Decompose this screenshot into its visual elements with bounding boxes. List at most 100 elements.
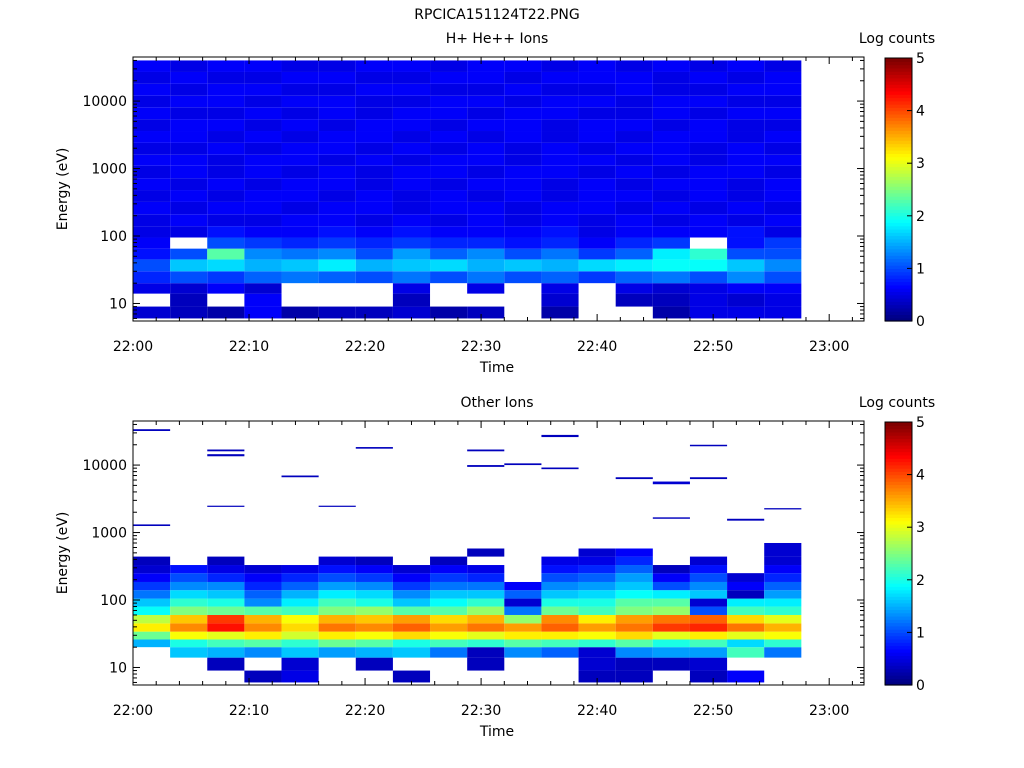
colorbar-segment [885, 133, 912, 138]
heatmap-cell [541, 623, 579, 632]
heatmap-cell [727, 590, 765, 599]
heatmap-cell [467, 598, 505, 607]
colorbar-segment [885, 150, 912, 154]
heatmap-cell [652, 647, 690, 658]
colorbar-segment [885, 166, 912, 171]
colorbar-segment [885, 546, 912, 551]
heatmap-cell [578, 107, 616, 120]
colorbar-segment [885, 576, 912, 581]
heatmap-cell [170, 131, 208, 143]
heatmap-cell [207, 449, 245, 452]
heatmap-cell [281, 306, 319, 319]
heatmap-cell [764, 565, 802, 574]
heatmap-cell [652, 154, 690, 166]
heatmap-cell [318, 590, 356, 599]
heatmap-cell [355, 639, 393, 648]
colorbar-segment [885, 668, 912, 673]
heatmap-cell [615, 283, 653, 294]
heatmap-cell [615, 214, 653, 227]
x-tick-label: 22:50 [693, 339, 733, 355]
colorbar-segment [885, 553, 912, 558]
colorbar-segment [885, 202, 912, 207]
heatmap-cell [430, 131, 468, 143]
heatmap-cell [430, 623, 468, 632]
heatmap-cell [207, 573, 245, 582]
heatmap-cell [170, 283, 208, 294]
heatmap-cell [578, 590, 616, 599]
heatmap-cell [392, 83, 431, 96]
heatmap-cell [281, 581, 319, 591]
heatmap-cell [207, 598, 245, 607]
heatmap-cell [578, 83, 616, 96]
heatmap-cell [207, 83, 245, 96]
heatmap-cell [430, 631, 468, 640]
colorbar-segment [885, 487, 912, 492]
colorbar-segment [885, 619, 912, 624]
heatmap-cell [207, 201, 245, 215]
heatmap-cell [689, 214, 728, 227]
colorbar-segment [885, 530, 912, 535]
heatmap-cell [467, 83, 505, 96]
heatmap-cell [392, 71, 431, 84]
heatmap-cell [133, 237, 171, 249]
heatmap-cell [244, 178, 282, 191]
heatmap-cell [615, 237, 653, 249]
heatmap-cell [615, 657, 653, 671]
heatmap-cell [727, 606, 765, 615]
heatmap-cell [281, 154, 319, 166]
heatmap-cell [133, 165, 171, 179]
heatmap-cell [467, 623, 505, 632]
heatmap-cell [764, 214, 802, 227]
heatmap-cell [355, 107, 393, 120]
heatmap-cell [652, 214, 690, 227]
heatmap-cell [578, 606, 616, 615]
colorbar-segment [885, 497, 912, 502]
heatmap-cell [430, 214, 468, 227]
heatmap-cell [133, 581, 171, 591]
colorbar-segment [885, 491, 912, 495]
heatmap-cell [689, 271, 728, 284]
heatmap-cell [244, 83, 282, 96]
heatmap-cell [244, 95, 282, 108]
colorbar-segment [885, 176, 912, 181]
heatmap-cell [430, 259, 468, 272]
heatmap-cell [652, 248, 690, 260]
heatmap-cell [578, 631, 616, 640]
heatmap-cell [392, 623, 431, 632]
colorbar-segment [885, 596, 912, 601]
heatmap-cell [764, 647, 802, 658]
heatmap-cell [318, 306, 356, 319]
colorbar-segment [885, 58, 912, 62]
heatmap-cell [727, 614, 765, 624]
heatmap-cell [207, 226, 245, 238]
colorbar-segment [885, 288, 912, 293]
heatmap-cell [504, 463, 542, 466]
colorbar: 0 1 2 3 4 5 [884, 51, 925, 330]
heatmap-cell [170, 165, 208, 179]
heatmap-cell [392, 271, 431, 284]
colorbar-segment [885, 441, 912, 446]
heatmap-cell [689, 131, 728, 143]
heatmap-cell [281, 606, 319, 615]
heatmap-cell [615, 614, 653, 624]
heatmap-cells [133, 60, 802, 319]
heatmap-cell [392, 639, 431, 648]
heatmap-cell [430, 573, 468, 582]
heatmap-cell [541, 60, 579, 72]
heatmap-cell [689, 293, 728, 307]
heatmap-cell [615, 71, 653, 84]
heatmap-cell [727, 178, 765, 191]
colorbar-segment [885, 464, 912, 469]
colorbar-segment [885, 284, 912, 289]
colorbar-segment [885, 301, 912, 306]
colorbar-segment [885, 110, 912, 115]
colorbar-segment [885, 638, 912, 643]
heatmap-cell [244, 647, 282, 658]
heatmap-cell [727, 639, 765, 648]
colorbar-segment [885, 632, 912, 637]
heatmap-cell [355, 119, 393, 132]
heatmap-cell [355, 565, 393, 574]
heatmap-cell [541, 214, 579, 227]
heatmap-cell [281, 178, 319, 191]
colorbar-segment [885, 153, 912, 158]
